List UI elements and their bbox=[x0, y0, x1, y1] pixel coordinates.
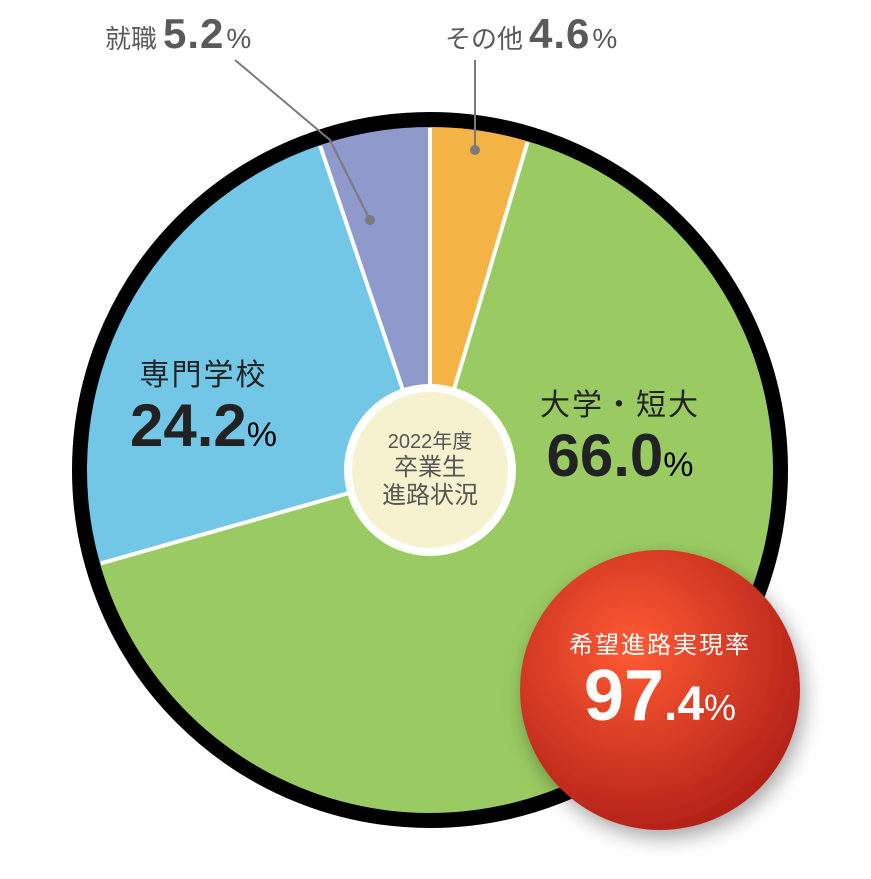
label-employment-pct: % bbox=[226, 23, 251, 54]
label-university: 大学・短大 66.0% bbox=[540, 380, 700, 487]
badge-text: 希望進路実現率 97.4% bbox=[520, 625, 800, 732]
label-university-value: 66.0 bbox=[546, 422, 663, 489]
label-employment-value: 5.2 bbox=[163, 10, 224, 57]
label-employment-name: 就職 bbox=[105, 24, 157, 54]
label-other-value: 4.6 bbox=[529, 10, 590, 57]
label-vocational-value: 24.2 bbox=[130, 392, 247, 459]
label-other: その他4.6% bbox=[445, 10, 617, 58]
center-text-1: 卒業生 bbox=[348, 454, 512, 482]
badge-title: 希望進路実現率 bbox=[520, 625, 800, 660]
label-vocational-pct: % bbox=[247, 416, 277, 454]
label-vocational: 専門学校 24.2% bbox=[130, 350, 277, 457]
label-vocational-name: 専門学校 bbox=[130, 350, 277, 394]
label-university-pct: % bbox=[663, 446, 693, 484]
center-text-2: 進路状況 bbox=[348, 482, 512, 510]
center-year: 2022年度 bbox=[348, 425, 512, 454]
label-other-name: その他 bbox=[445, 24, 523, 54]
label-university-name: 大学・短大 bbox=[540, 380, 700, 424]
label-employment: 就職5.2% bbox=[105, 10, 251, 58]
badge-value: 97.4% bbox=[520, 660, 800, 732]
label-other-pct: % bbox=[592, 23, 617, 54]
center-label: 2022年度 卒業生 進路状況 bbox=[348, 425, 512, 509]
